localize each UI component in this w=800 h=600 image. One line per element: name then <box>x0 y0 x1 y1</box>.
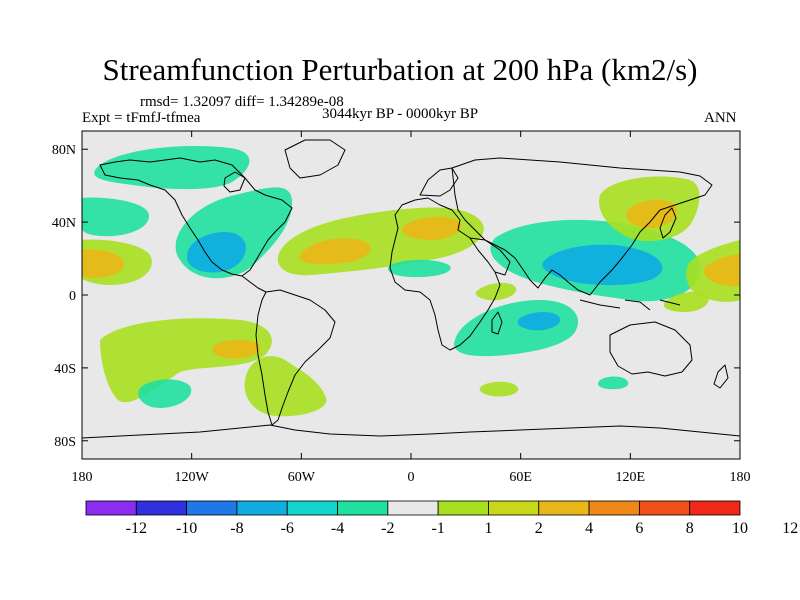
x-tick-label: 120W <box>175 470 210 485</box>
contour-south-america-positive <box>244 356 327 417</box>
y-axis: 80N 40N 0 40S 80S <box>52 143 740 450</box>
colorbar-swatch <box>135 500 188 516</box>
colorbar-swatch <box>387 500 439 516</box>
coast-europe-africa <box>389 197 501 351</box>
contour-south-pacific-positive <box>100 318 272 403</box>
contour-north-pacific-core <box>626 199 678 228</box>
contour-north-africa-core <box>402 216 462 240</box>
colorbar-swatch <box>236 500 288 516</box>
x-tick-label: 120E <box>616 470 646 485</box>
colorbar-swatch <box>689 500 741 516</box>
contour-indian-ocean-core <box>517 312 561 331</box>
stats-label: rmsd= 1.32097 diff= 1.34289e-08 <box>140 94 344 110</box>
coast-australia <box>609 321 693 377</box>
colorbar-swatch <box>286 500 338 516</box>
contour-south-pacific-negative <box>138 379 192 408</box>
contour-arctic-canada-negative <box>94 146 250 190</box>
colorbar-label: -2 <box>381 520 394 537</box>
coast-japan <box>659 207 677 239</box>
x-tick-label: 180 <box>72 470 93 485</box>
colorbar-label: 10 <box>732 520 748 537</box>
map-title: Streamfunction Perturbation at 200 hPa (… <box>102 52 698 87</box>
contour-asia-negative-core <box>542 244 663 286</box>
coast-madagascar <box>491 311 503 335</box>
coast-south-america <box>255 289 336 426</box>
contour-central-pacific-core <box>82 249 125 278</box>
colorbar-label: 4 <box>585 520 593 537</box>
x-tick-label: 0 <box>408 470 415 485</box>
contour-north-atlantic-africa-core <box>299 238 371 265</box>
colorbar-label: -1 <box>431 520 444 537</box>
x-tick-label: 60W <box>288 470 316 485</box>
colorbar-label: 6 <box>635 520 643 537</box>
contour-east-pacific-negative <box>82 197 149 237</box>
colorbar-label: -4 <box>331 520 344 537</box>
colorbar-swatch <box>488 500 540 516</box>
contour-south-atlantic-positive <box>479 381 519 397</box>
coast-new-zealand <box>713 364 729 389</box>
contour-atlantic-negative-patch <box>388 259 451 278</box>
contour-west-pacific-core <box>703 254 740 286</box>
colorbar-label: 8 <box>686 520 694 537</box>
y-tick-label: 80N <box>52 143 76 158</box>
colorbar-label: 2 <box>535 520 543 537</box>
y-tick-label: 0 <box>69 289 76 304</box>
coast-scandinavia <box>419 167 459 197</box>
contour-philippine-positive <box>663 291 709 312</box>
period-label: 3044kyr BP - 0000kyr BP <box>322 106 479 122</box>
colorbar-swatch <box>186 500 238 516</box>
coast-hudson-bay <box>223 171 246 193</box>
contour-south-indian-negative <box>597 376 629 390</box>
y-tick-label: 40S <box>54 362 76 377</box>
contour-south-pacific-core-positive <box>212 339 261 359</box>
colorbar-label: -10 <box>176 520 197 537</box>
coast-asia <box>451 157 713 296</box>
experiment-label: Expt = tFmfJ-tfmea <box>82 110 201 126</box>
coast-central-america <box>241 275 267 293</box>
x-axis: 180 120W 60W 0 60E 120E 180 <box>72 131 751 485</box>
coast-antarctica <box>82 424 740 439</box>
contour-fills <box>82 146 740 417</box>
y-tick-label: 40N <box>52 216 76 231</box>
colorbar-swatch <box>437 500 489 516</box>
coast-arabia <box>469 237 511 276</box>
colorbar-swatch <box>337 500 389 516</box>
colorbar-label: 1 <box>484 520 492 537</box>
season-label: ANN <box>704 110 737 126</box>
contour-arabia-positive <box>475 282 517 301</box>
coast-greenland <box>284 139 346 179</box>
colorbar-swatch <box>85 500 137 516</box>
colorbar: -12 -10 -8 -6 -4 -2 -1 1 2 4 6 8 10 12 <box>85 500 798 537</box>
coastlines <box>82 139 740 439</box>
colorbar-swatch <box>638 500 691 516</box>
coast-north-america <box>99 157 293 277</box>
contour-north-atlantic-negative-core <box>186 232 246 273</box>
y-tick-label: 80S <box>54 435 76 450</box>
colorbar-swatch <box>538 500 590 516</box>
x-tick-label: 60E <box>509 470 532 485</box>
colorbar-label: -6 <box>281 520 294 537</box>
colorbar-label: -8 <box>230 520 243 537</box>
colorbar-swatch <box>588 500 640 516</box>
colorbar-label: 12 <box>782 520 798 537</box>
coast-indonesia <box>579 299 681 311</box>
x-tick-label: 180 <box>730 470 751 485</box>
colorbar-label: -12 <box>126 520 147 537</box>
